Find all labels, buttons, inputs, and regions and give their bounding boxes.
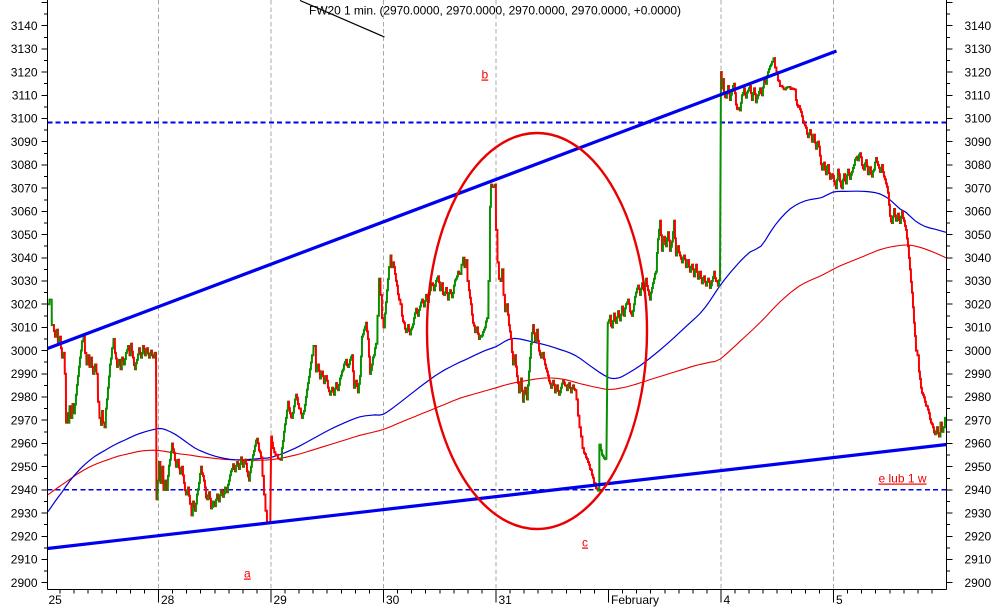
svg-text:2940: 2940 xyxy=(965,483,992,497)
svg-text:2970: 2970 xyxy=(965,413,992,427)
svg-text:3130: 3130 xyxy=(965,42,992,56)
svg-text:3120: 3120 xyxy=(11,65,38,79)
svg-text:2950: 2950 xyxy=(965,460,992,474)
svg-text:5: 5 xyxy=(836,593,843,607)
svg-text:3030: 3030 xyxy=(965,274,992,288)
svg-text:3030: 3030 xyxy=(11,274,38,288)
svg-text:2990: 2990 xyxy=(11,367,38,381)
svg-text:3070: 3070 xyxy=(11,181,38,195)
svg-text:3010: 3010 xyxy=(965,321,992,335)
svg-text:2960: 2960 xyxy=(11,437,38,451)
svg-text:2970: 2970 xyxy=(11,413,38,427)
svg-text:3090: 3090 xyxy=(11,135,38,149)
svg-text:2920: 2920 xyxy=(965,530,992,544)
svg-text:2930: 2930 xyxy=(11,506,38,520)
svg-text:4: 4 xyxy=(724,593,731,607)
svg-text:3000: 3000 xyxy=(965,344,992,358)
svg-text:3050: 3050 xyxy=(11,228,38,242)
svg-text:2950: 2950 xyxy=(11,460,38,474)
svg-text:a: a xyxy=(244,567,251,581)
svg-text:2940: 2940 xyxy=(11,483,38,497)
svg-text:3120: 3120 xyxy=(965,65,992,79)
svg-text:2910: 2910 xyxy=(965,553,992,567)
svg-text:29: 29 xyxy=(274,593,288,607)
svg-text:3020: 3020 xyxy=(965,297,992,311)
svg-text:2960: 2960 xyxy=(965,437,992,451)
svg-text:3110: 3110 xyxy=(965,89,991,103)
svg-text:3060: 3060 xyxy=(11,205,38,219)
svg-text:3140: 3140 xyxy=(965,19,992,33)
svg-text:3020: 3020 xyxy=(11,297,38,311)
svg-text:25: 25 xyxy=(49,593,63,607)
svg-text:3070: 3070 xyxy=(965,181,992,195)
svg-text:2980: 2980 xyxy=(11,390,38,404)
svg-text:3090: 3090 xyxy=(965,135,992,149)
svg-text:31: 31 xyxy=(499,593,513,607)
svg-text:3050: 3050 xyxy=(965,228,992,242)
svg-text:2980: 2980 xyxy=(965,390,992,404)
svg-text:3080: 3080 xyxy=(965,158,992,172)
svg-text:2990: 2990 xyxy=(965,367,992,381)
svg-text:b: b xyxy=(482,68,489,82)
svg-text:2900: 2900 xyxy=(965,576,992,590)
svg-text:FW20 1 min. (2970.0000, 2970.0: FW20 1 min. (2970.0000, 2970.0000, 2970.… xyxy=(309,4,681,18)
svg-text:3100: 3100 xyxy=(965,112,992,126)
svg-text:3000: 3000 xyxy=(11,344,38,358)
svg-text:3140: 3140 xyxy=(11,19,38,33)
svg-text:2900: 2900 xyxy=(11,576,38,590)
svg-text:e lub 1 w: e lub 1 w xyxy=(879,472,927,486)
svg-text:February: February xyxy=(611,593,659,607)
svg-text:3110: 3110 xyxy=(12,89,38,103)
svg-text:3080: 3080 xyxy=(11,158,38,172)
svg-text:2920: 2920 xyxy=(11,530,38,544)
svg-text:30: 30 xyxy=(386,593,400,607)
svg-text:3040: 3040 xyxy=(11,251,38,265)
svg-text:3040: 3040 xyxy=(965,251,992,265)
svg-text:2930: 2930 xyxy=(965,506,992,520)
svg-text:2910: 2910 xyxy=(11,553,38,567)
svg-text:c: c xyxy=(582,536,588,550)
svg-text:3100: 3100 xyxy=(11,112,38,126)
svg-text:3010: 3010 xyxy=(11,321,38,335)
svg-text:28: 28 xyxy=(161,593,175,607)
svg-text:3060: 3060 xyxy=(965,205,992,219)
svg-text:3130: 3130 xyxy=(11,42,38,56)
